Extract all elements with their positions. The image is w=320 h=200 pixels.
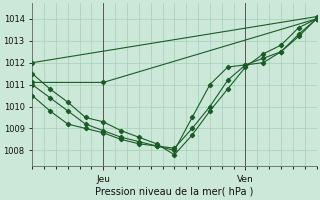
X-axis label: Pression niveau de la mer( hPa ): Pression niveau de la mer( hPa ) bbox=[95, 187, 253, 197]
